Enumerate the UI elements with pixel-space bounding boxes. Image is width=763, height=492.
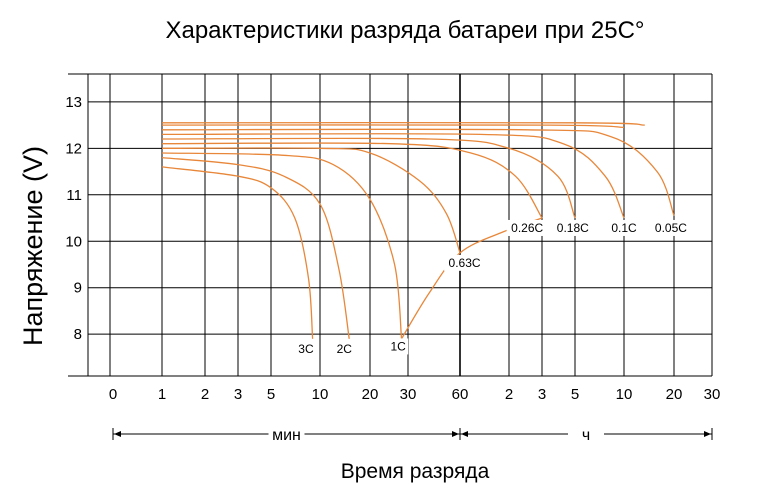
y-tick-label: 9 [74,280,82,297]
curve-label-bg [334,340,355,357]
curve-label-bg [607,219,641,236]
curve-label-bg [650,219,692,236]
x-tick-label: 10 [312,386,329,403]
y-axis-label: Напряжение (V) [18,146,48,346]
unit-label-bg [568,424,604,444]
discharge-curve-0.26C [161,142,543,219]
y-tick-label: 12 [65,140,82,157]
x-tick-label: 60 [452,386,469,403]
y-tick-label: 13 [65,94,82,111]
x-tick-label: 2 [505,386,513,403]
x-tick-label: 10 [616,386,633,403]
curve-label-bg [506,219,548,236]
x-tick-label: 3 [234,386,242,403]
curve-label-bg [388,338,409,355]
endpoint-curve [400,217,543,340]
curve-labels: 3C 2C 1C 0.63C 0.26C 0.18C 0.1C 0.05C [295,219,692,357]
discharge-curve-0.18C [161,137,576,219]
discharge-curve-2C [161,156,350,339]
time-unit-scale: мин ч [112,424,713,444]
x-tick-label: 1 [158,386,166,403]
curves [161,121,675,340]
x-tick-label: 30 [704,386,721,403]
discharge-curve-extra-9 [161,121,645,126]
x-tick-label: 20 [666,386,683,403]
unit-label-bg [268,424,305,444]
curve-label: 3C [298,342,314,356]
x-tick-label: 30 [400,386,417,403]
discharge-curve-extra-8 [161,124,625,129]
unit-arrowhead [461,431,468,437]
curve-label: 0.1C [611,221,637,235]
y-tick-label: 11 [66,187,82,204]
x-tick-label: 20 [362,386,379,403]
y-tick-label: 8 [74,326,82,343]
x-axis-label: Время разряда [341,460,490,483]
chart-title: Характеристики разряда батареи при 25С° [165,17,644,44]
x-tick-label: 5 [267,386,275,403]
curve-label: 0.05C [655,221,687,235]
x-tick-label: 0 [109,386,117,403]
curve-label: 2C [337,342,353,356]
y-tick-label: 10 [65,233,82,250]
curve-label: 0.63C [449,256,481,270]
curve-label: 0.26C [511,221,543,235]
unit-arrowhead [114,431,121,437]
curve-label-bg [552,219,594,236]
discharge-curve-3C [161,166,314,339]
unit-label: ч [582,427,590,444]
curve-label-bg [295,340,316,357]
discharge-curve-0.63C [161,147,461,254]
curve-label: 1C [390,339,406,353]
discharge-curve-0.1C [161,133,625,219]
discharge-curve-0.05C [161,128,675,216]
unit-arrowhead [452,431,459,437]
curve-label: 0.18C [557,221,589,235]
unit-arrowhead [704,431,711,437]
curve-label-bg [444,254,486,271]
x-tick-label: 3 [538,386,546,403]
unit-label: мин [272,427,301,444]
discharge-curve-1C [161,152,403,339]
x-tick-label: 2 [201,386,209,403]
x-tick-label: 5 [571,386,579,403]
